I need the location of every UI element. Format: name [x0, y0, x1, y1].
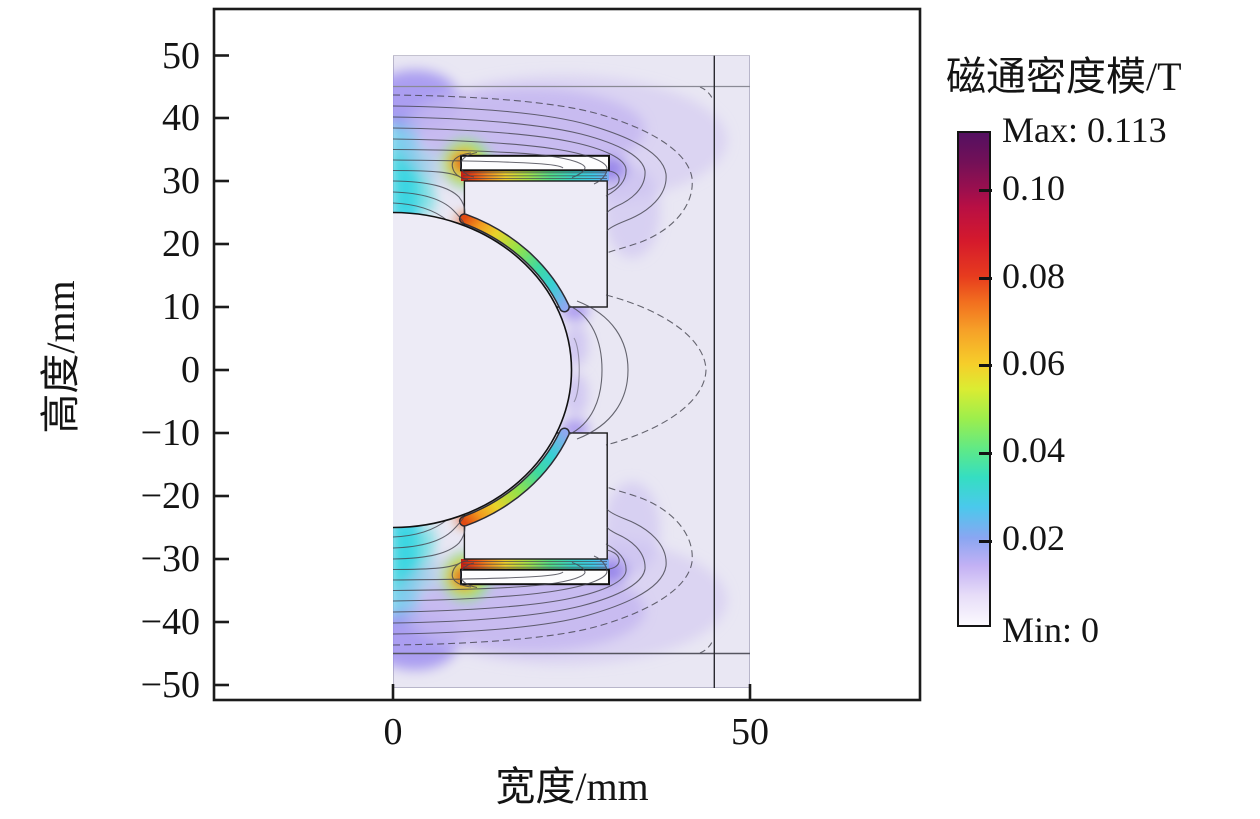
- colorbar-tick-0.10: [979, 188, 992, 192]
- colorbar-tick-0.04: [979, 451, 992, 455]
- colorbar-tick-0.02: [979, 539, 992, 543]
- half-circle-core: [393, 211, 573, 529]
- colorbar-tick-0.08: [979, 276, 992, 280]
- y-tick-30: 30: [162, 160, 200, 202]
- y-tick-20: 20: [162, 223, 200, 265]
- x-tick-0: 0: [383, 711, 403, 753]
- colorbar-label-0.04: 0.04: [1002, 430, 1065, 470]
- y-tick-10: 10: [162, 286, 200, 328]
- x-tick-50: 50: [731, 711, 769, 753]
- colorbar-label-0.02: 0.02: [1002, 518, 1065, 558]
- colorbar-gradient: [957, 131, 992, 627]
- colorbar-label-0.06: 0.06: [1002, 343, 1065, 383]
- y-tick-m10: −10: [140, 412, 200, 454]
- y-tick-m30: −30: [140, 538, 200, 580]
- colorbar-tick-0.06: [979, 363, 992, 367]
- y-tick-0: 0: [181, 349, 200, 391]
- mid-field-arcs: [567, 294, 707, 446]
- curved-gap-band: [460, 214, 569, 311]
- axes-frame: [212, 7, 922, 702]
- y-axis-title: 高度/mm: [38, 280, 83, 434]
- field-lines: [393, 86, 714, 254]
- colorbar-max-label: Max: 0.113: [1002, 110, 1167, 150]
- x-axis-title: 宽度/mm: [495, 764, 649, 809]
- colorbar-min-label: Min: 0: [1002, 610, 1100, 650]
- colorbar-label-0.10: 0.10: [1002, 168, 1065, 208]
- y-tick-m20: −20: [140, 475, 200, 517]
- boundary-lines: [393, 55, 750, 688]
- y-tick-m50: −50: [140, 664, 200, 706]
- colorbar-title: 磁通密度模/T: [946, 54, 1182, 99]
- y-tick-40: 40: [162, 97, 200, 139]
- y-tick-m40: −40: [140, 601, 200, 643]
- colorbar-label-0.08: 0.08: [1002, 256, 1065, 296]
- y-tick-50: 50: [162, 34, 200, 77]
